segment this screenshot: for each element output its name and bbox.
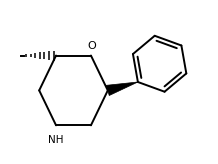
Polygon shape xyxy=(106,82,138,95)
Text: O: O xyxy=(88,41,97,51)
Text: NH: NH xyxy=(48,135,64,145)
